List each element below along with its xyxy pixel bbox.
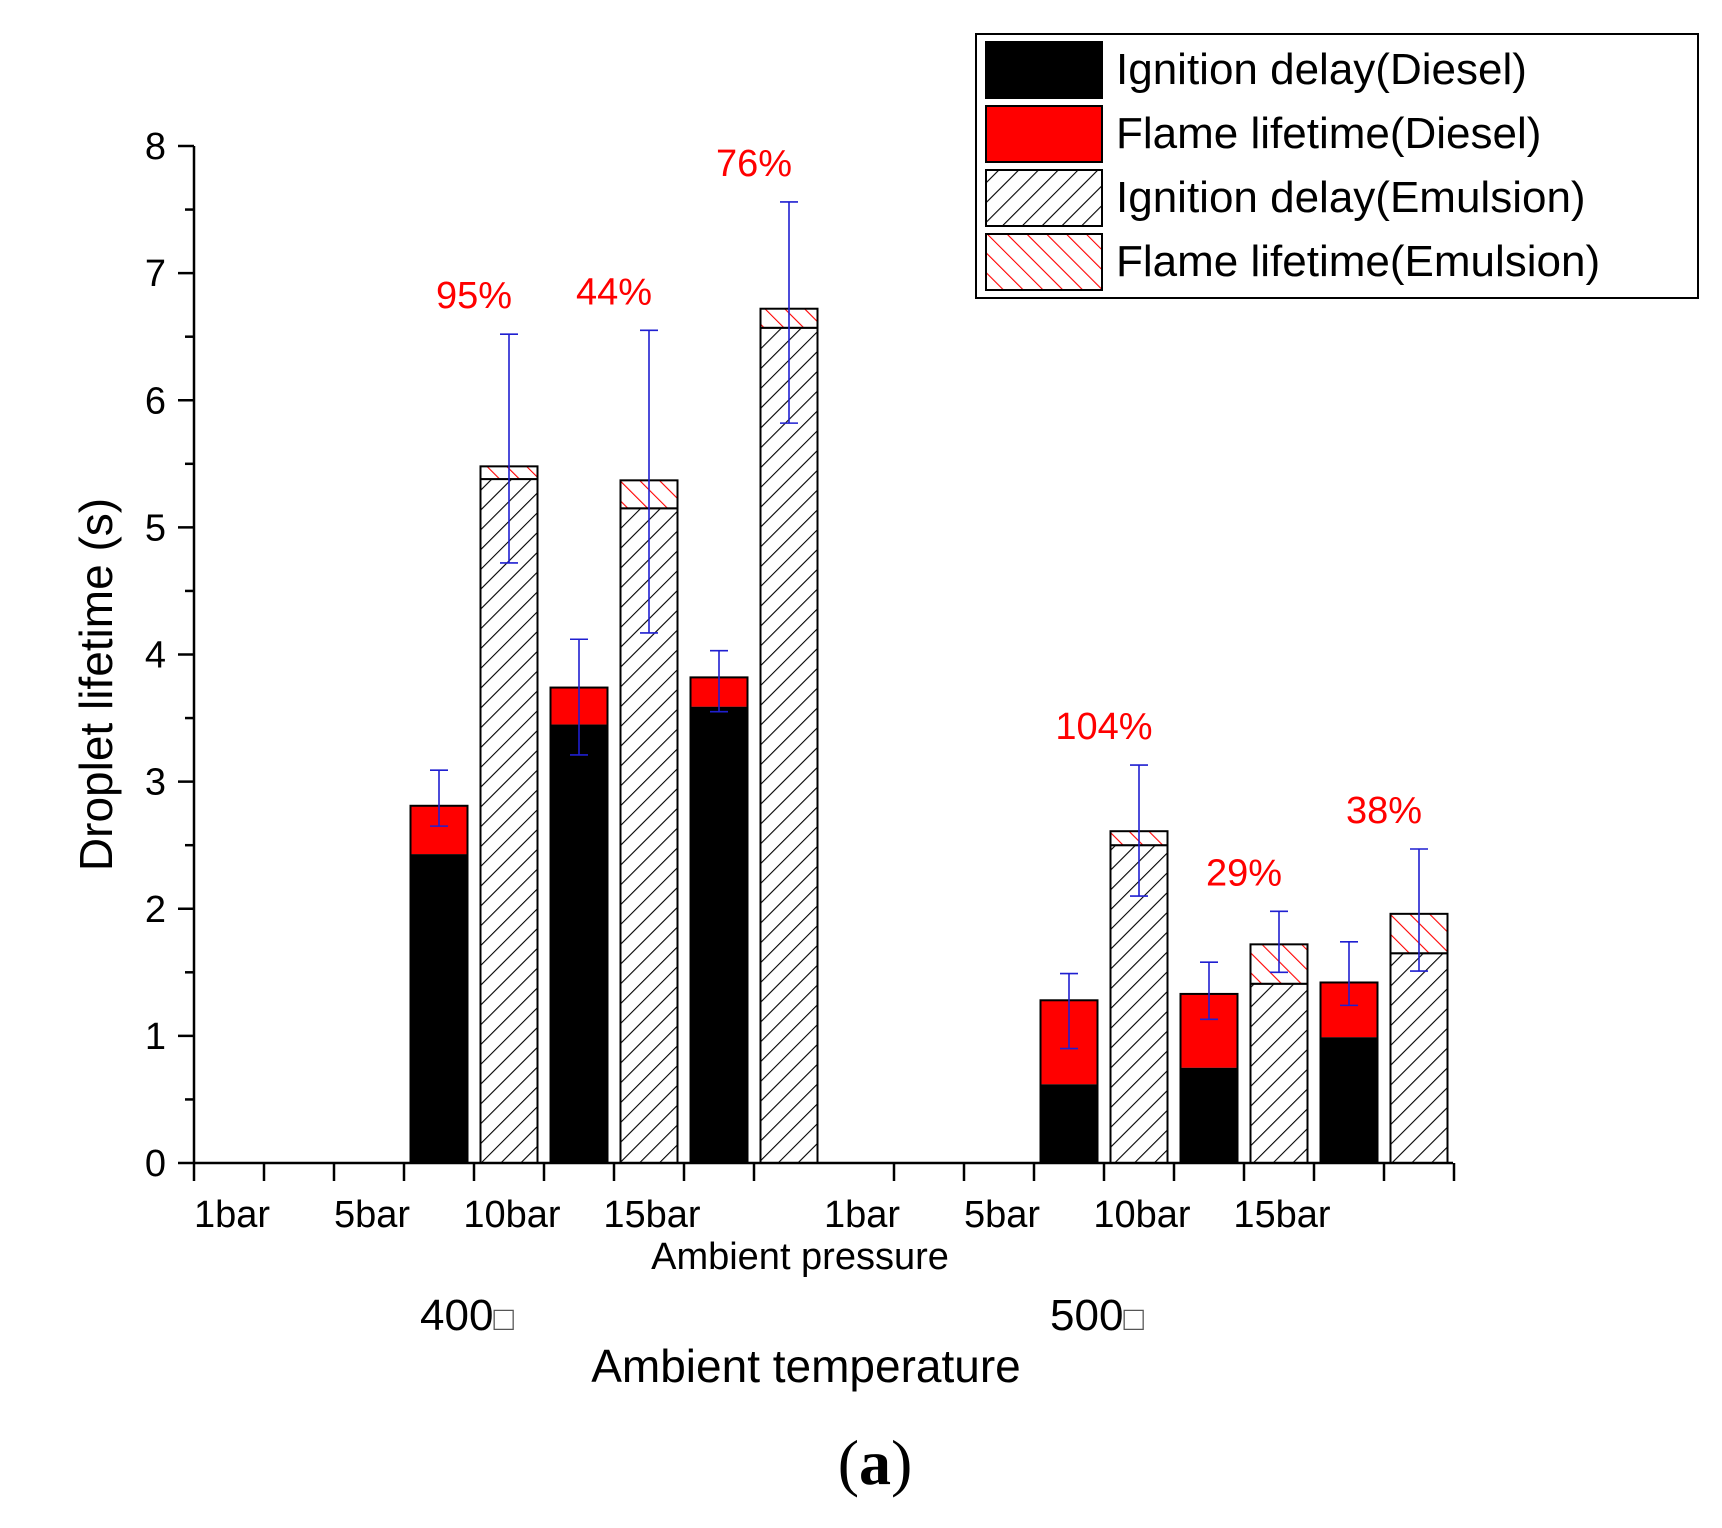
bar-ignition-emulsion-400-5bar: [479, 478, 539, 1164]
caption-open: (: [838, 1427, 859, 1498]
legend-label-3: Ignition delay(Emulsion): [1116, 173, 1586, 222]
y-tick-label: 2: [145, 889, 166, 931]
y-tick-label: 5: [145, 507, 166, 549]
x-axis-title: Ambient pressure: [651, 1236, 949, 1278]
bar-ignition-emulsion-400-15bar: [759, 326, 819, 1164]
error-bar-emulsion-500-15bar: [1410, 848, 1428, 972]
bars-layer: [409, 201, 1449, 1165]
error-bar-diesel-500-5bar: [1060, 972, 1078, 1050]
caption-letter: a: [859, 1427, 891, 1498]
error-bar-diesel-400-10bar: [570, 638, 588, 756]
error-bar-emulsion-400-10bar: [640, 329, 658, 634]
group-label-400: 400□: [420, 1291, 514, 1340]
bar-ignition-diesel-400-5bar: [410, 854, 468, 1163]
error-bar-diesel-400-15bar: [710, 649, 728, 713]
error-bar-diesel-400-5bar: [430, 769, 448, 827]
annotation-increase-400-10bar: 44%: [576, 271, 652, 313]
bar-ignition-diesel-500-10bar: [1180, 1067, 1238, 1163]
x-tick-label-500-5bar: 5bar: [964, 1194, 1040, 1236]
caption-close: ): [891, 1427, 912, 1498]
legend-label-2: Flame lifetime(Diesel): [1116, 109, 1541, 158]
group-axis-title: Ambient temperature: [591, 1340, 1021, 1392]
annotation-increase-500-15bar: 38%: [1346, 790, 1422, 832]
annotation-increase-500-10bar: 29%: [1206, 852, 1282, 894]
y-axis-title: Droplet lifetime (s): [70, 498, 122, 871]
x-tick-label-400-10bar: 10bar: [463, 1194, 561, 1236]
annotation-increase-400-15bar: 76%: [716, 143, 792, 185]
y-tick-label: 0: [145, 1143, 166, 1185]
x-tick-label-500-15bar: 15bar: [1233, 1194, 1331, 1236]
bar-ignition-emulsion-500-15bar: [1389, 952, 1449, 1165]
group-temperature: 400: [420, 1291, 493, 1340]
error-bar-diesel-500-15bar: [1340, 941, 1358, 1007]
error-bar-emulsion-500-5bar: [1130, 764, 1148, 897]
group-temperature: 500: [1050, 1291, 1123, 1340]
error-bar-emulsion-400-5bar: [500, 333, 518, 564]
error-bar-emulsion-400-15bar: [780, 201, 798, 424]
error-bar-emulsion-500-10bar: [1270, 910, 1288, 974]
degree-glyph: □: [1123, 1300, 1144, 1338]
annotation-increase-500-5bar: 104%: [1055, 706, 1152, 748]
legend-label-1: Ignition delay(Diesel): [1116, 45, 1527, 94]
legend-swatch-4: [985, 233, 1103, 291]
x-tick-label-400-5bar: 5bar: [334, 1194, 410, 1236]
group-label-500: 500□: [1050, 1291, 1144, 1340]
y-tick-label: 4: [145, 635, 166, 677]
legend-label-4: Flame lifetime(Emulsion): [1116, 237, 1600, 286]
bar-ignition-diesel-400-15bar: [690, 706, 748, 1163]
y-tick-label: 1: [145, 1016, 166, 1058]
bar-ignition-emulsion-500-5bar: [1109, 844, 1169, 1164]
x-tick-label-500-10bar: 10bar: [1093, 1194, 1191, 1236]
y-tick-label: 3: [145, 762, 166, 804]
text-layer: 95% 44% 76% 104% 29% 38% 0 1 2 3 4 5 6 7 8 1bar 5bar 10ba…: [70, 126, 1422, 1498]
y-tick-label: 7: [145, 253, 166, 295]
y-tick-label: 6: [145, 380, 166, 422]
x-tick-label-400-1bar: 1bar: [194, 1194, 270, 1236]
bar-ignition-diesel-500-5bar: [1040, 1084, 1098, 1163]
legend-swatch-3: [985, 169, 1103, 227]
bar-ignition-diesel-400-10bar: [550, 724, 608, 1163]
degree-glyph: □: [493, 1300, 514, 1338]
axes-layer: [178, 144, 1456, 1181]
annotation-increase-400-5bar: 95%: [436, 275, 512, 317]
legend: Ignition delay(Diesel) Flame lifetime(Die…: [975, 33, 1699, 299]
y-tick-label: 8: [145, 126, 166, 168]
error-bar-diesel-500-10bar: [1200, 961, 1218, 1021]
x-tick-label-400-15bar: 15bar: [603, 1194, 701, 1236]
legend-swatch-2: [985, 105, 1103, 163]
bar-ignition-diesel-500-15bar: [1320, 1037, 1378, 1163]
bar-ignition-emulsion-500-10bar: [1249, 982, 1309, 1164]
x-tick-label-500-1bar: 1bar: [824, 1194, 900, 1236]
legend-swatch-1: [985, 41, 1103, 99]
figure-caption: (a): [838, 1427, 913, 1498]
